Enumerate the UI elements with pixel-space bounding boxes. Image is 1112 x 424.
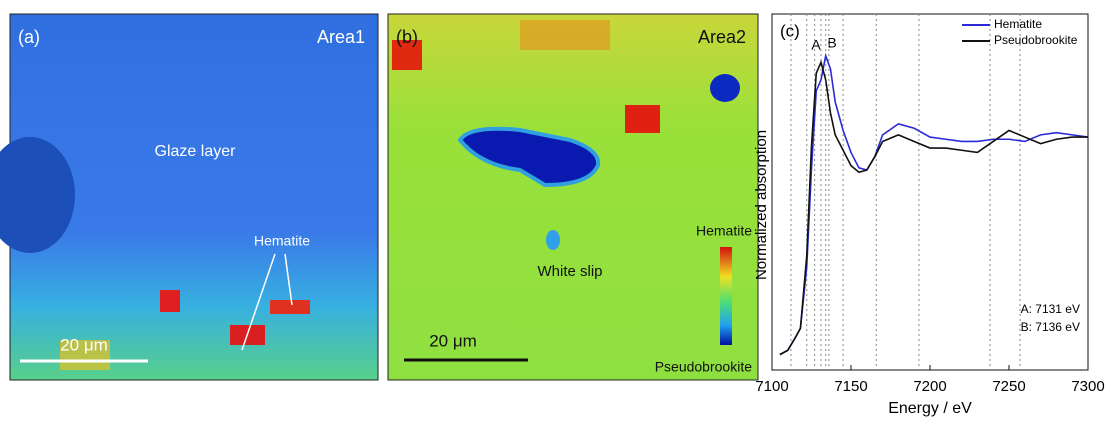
panel-label: (c) [780,21,800,40]
region-label: White slip [537,263,602,280]
x-tick-label: 7150 [834,378,867,395]
area-label: Area1 [317,27,365,47]
panel-label: (a) [18,27,40,47]
map-image [388,14,758,380]
phase-label: Hematite [254,233,310,249]
x-axis-label: Energy / eV [888,400,972,417]
scale-label: 20 μm [429,331,477,350]
map-feature [625,105,660,133]
colorbar-label: Hematite [696,223,752,239]
map-feature [520,20,610,50]
annotation: B [827,35,836,51]
panel-b: (b) Area2 White slip 20 μm Hematite Pseu… [388,14,758,380]
x-tick-label: 7250 [992,378,1025,395]
panel-a: (a) Area1 Glaze layer Hematite 20 μm [0,14,378,380]
legend-label: Hematite [994,17,1042,31]
region-label: Glaze layer [155,143,237,160]
annotation: A [811,37,821,53]
map-feature [270,300,310,314]
annotation: B: 7136 eV [1021,320,1080,334]
map-feature [710,74,740,102]
colorbar [720,247,732,345]
chart: (c) Energy / eV Normalized absorption A … [753,14,1105,417]
figure: (a) Area1 Glaze layer Hematite 20 μm (b)… [0,0,1112,419]
map-feature [546,230,560,250]
x-tick-label: 7300 [1071,378,1104,395]
annotation: A: 7131 eV [1021,302,1080,316]
x-tick-label: 7200 [913,378,946,395]
colorbar-label: Pseudobrookite [655,359,753,375]
map-feature [160,290,180,312]
area-label: Area2 [698,27,746,47]
legend-label: Pseudobrookite [994,33,1078,47]
panel-label: (b) [396,27,418,47]
x-tick-label: 7100 [755,378,788,395]
scale-label: 20 μm [60,335,108,354]
y-axis-label: Normalized absorption [753,130,770,280]
